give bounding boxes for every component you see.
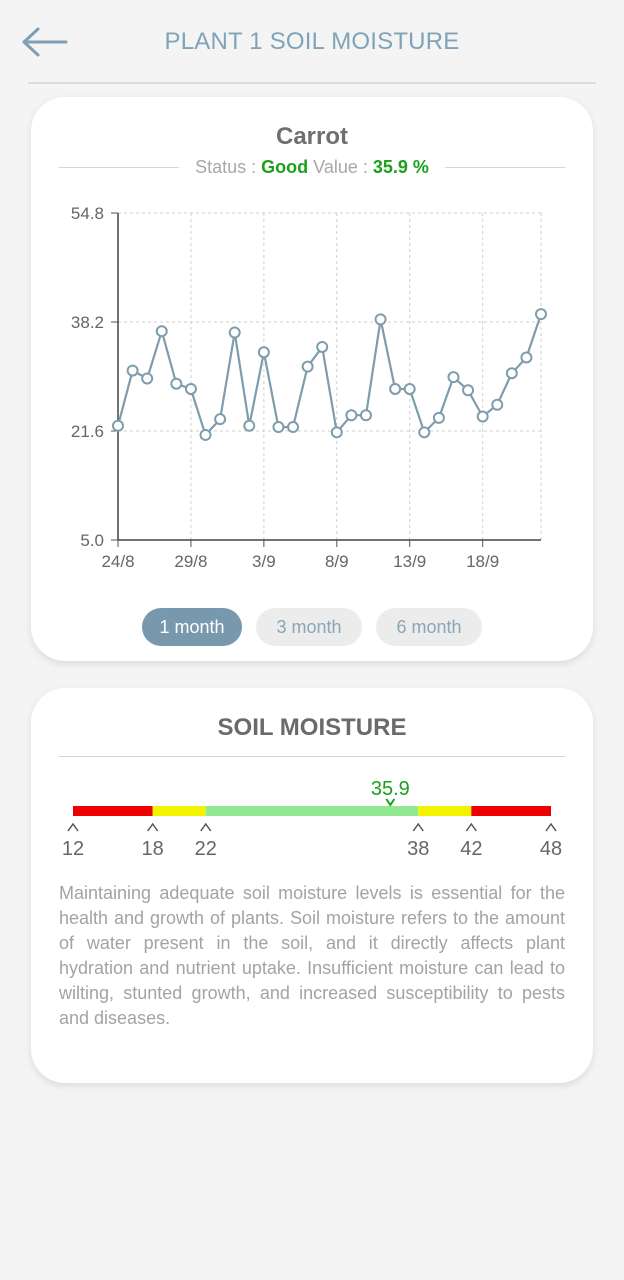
- x-tick-label: 24/8: [101, 552, 134, 571]
- page-title: PLANT 1 SOIL MOISTURE: [164, 28, 460, 55]
- data-point: [447, 371, 460, 384]
- gauge-segment: [73, 806, 153, 816]
- moisture-range-gauge: 35.9 12 18 22 38 42 48: [62, 778, 562, 860]
- tick-caret-icon: [465, 822, 477, 832]
- x-tick-label: 8/9: [325, 552, 349, 571]
- data-point: [418, 426, 431, 439]
- data-point: [170, 377, 183, 390]
- data-point: [228, 326, 241, 339]
- data-point: [126, 364, 139, 377]
- data-point: [199, 428, 212, 441]
- y-tick-label: 38.2: [71, 313, 104, 332]
- data-point: [345, 409, 358, 422]
- data-point: [403, 382, 416, 395]
- gauge-segment: [418, 806, 472, 816]
- range-6-month-button[interactable]: 6 month: [376, 608, 482, 646]
- chart-card: Carrot Status : Good Value : 35.9 % 54.8…: [31, 97, 593, 661]
- app-header: PLANT 1 SOIL MOISTURE: [0, 0, 624, 84]
- status-row: Status : Good Value : 35.9 %: [59, 155, 566, 179]
- range-3-month-button[interactable]: 3 month: [256, 608, 362, 646]
- gauge-tick-label: 38: [407, 838, 429, 860]
- tick-caret-icon: [147, 822, 159, 832]
- data-point: [330, 426, 343, 439]
- tick-caret-icon: [67, 822, 79, 832]
- x-tick-label: 29/8: [174, 552, 207, 571]
- x-tick-label: 13/9: [393, 552, 426, 571]
- gauge-divider: [59, 756, 565, 757]
- data-point: [316, 340, 329, 353]
- data-point: [462, 384, 475, 397]
- status-label: Status :: [195, 156, 257, 177]
- gauge-segment: [205, 806, 419, 816]
- gauge-segment: [152, 806, 206, 816]
- range-selector: 1 month 3 month 6 month: [31, 608, 593, 646]
- back-button[interactable]: [18, 24, 70, 60]
- x-tick-label: 18/9: [466, 552, 499, 571]
- data-point: [359, 409, 372, 422]
- gauge-current-value: 35.9: [371, 778, 410, 800]
- moisture-line-chart: 54.8 38.2 21.6 5.0 24/8 29/8 3/9 8/9 13/9 18/9: [71, 204, 547, 571]
- value-label: Value :: [313, 156, 368, 177]
- data-point: [491, 398, 504, 411]
- tick-caret-icon: [412, 822, 424, 832]
- data-point: [432, 411, 445, 424]
- range-1-month-button[interactable]: 1 month: [142, 608, 242, 646]
- data-point: [374, 313, 387, 326]
- data-point: [520, 351, 533, 364]
- x-tick-label: 3/9: [252, 552, 276, 571]
- data-point: [287, 421, 300, 434]
- plant-name: Carrot: [275, 123, 348, 150]
- arrow-left-icon: [22, 27, 68, 57]
- data-point: [301, 360, 314, 373]
- gauge-segment: [471, 806, 551, 816]
- gauge-tick-label: 42: [460, 838, 482, 860]
- gauge-tick-label: 18: [142, 838, 164, 860]
- range-button-label: 1 month: [159, 616, 225, 637]
- gauge-title: SOIL MOISTURE: [217, 714, 407, 741]
- data-point: [214, 413, 227, 426]
- moisture-description: Maintaining adequate soil moisture level…: [59, 883, 565, 1028]
- data-point: [389, 382, 402, 395]
- data-point: [243, 419, 256, 432]
- data-point: [155, 325, 168, 338]
- status-text: Status : Good Value : 35.9 %: [195, 157, 429, 178]
- tick-caret-icon: [545, 822, 557, 832]
- data-point: [272, 421, 285, 434]
- gauge-tick-label: 22: [195, 838, 217, 860]
- gauge-tick-label: 48: [540, 838, 562, 860]
- data-point: [535, 308, 547, 321]
- header-divider: [28, 82, 596, 84]
- status-divider-right: [444, 166, 566, 168]
- tick-caret-icon: [200, 822, 212, 832]
- range-button-label: 3 month: [276, 616, 342, 637]
- range-button-label: 6 month: [396, 616, 462, 637]
- status-value: Good: [261, 156, 309, 177]
- moisture-value: 35.9 %: [372, 156, 429, 177]
- gauge-card: SOIL MOISTURE 35.9 12 18 22 38 42 48 Maintaini…: [31, 688, 593, 1083]
- y-tick-label: 21.6: [71, 422, 104, 441]
- data-point: [257, 346, 270, 359]
- gauge-tick-label: 12: [62, 838, 84, 860]
- data-point: [141, 372, 154, 385]
- status-divider-left: [59, 166, 180, 168]
- data-point: [476, 410, 489, 423]
- value-pointer-icon: [385, 798, 396, 807]
- y-tick-label: 5.0: [80, 531, 104, 550]
- data-point: [112, 419, 124, 432]
- data-point: [184, 382, 197, 395]
- data-point: [505, 367, 518, 380]
- y-tick-label: 54.8: [71, 204, 104, 223]
